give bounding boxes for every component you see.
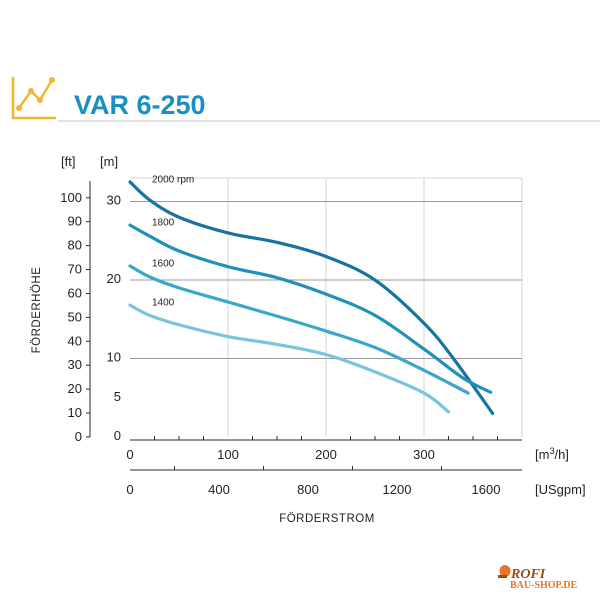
watermark-helmet-brim (498, 575, 507, 578)
y-tick-m-label: 20 (107, 271, 121, 286)
x-axis-title: FÖRDERSTROM (279, 513, 375, 525)
y-tick-m-label: 5 (114, 389, 121, 404)
series-label-2: 1600 (152, 258, 175, 269)
y-tick-ft-label: 30 (68, 357, 82, 372)
watermark-line2: BAU-SHOP.DE (510, 580, 577, 591)
x-tick-m3h-label: 300 (413, 447, 435, 462)
x-tick-usgpm-label: 1600 (472, 482, 501, 497)
y-unit-m: [m] (100, 154, 118, 169)
y-tick-ft-label: 10 (68, 405, 82, 420)
y-axis-title: FÖRDERHÖHE (31, 267, 43, 354)
y-tick-ft-label: 70 (68, 262, 82, 277)
x-tick-m3h-label: 0 (126, 447, 133, 462)
x-unit-m3h-base: [m (535, 447, 549, 462)
y-tick-ft-label: 40 (68, 333, 82, 348)
x-tick-m3h-label: 200 (315, 447, 337, 462)
x-unit-m3h: [m3/h] (535, 446, 569, 462)
y-tick-ft-label: 90 (68, 214, 82, 229)
axes (86, 181, 522, 471)
y-tick-ft-label: 60 (68, 285, 82, 300)
series-label-1: 1800 (152, 218, 175, 229)
x-unit-m3h-tail: /h] (554, 447, 568, 462)
series-line-0 (128, 180, 495, 416)
watermark-logo: ROFI BAU-SHOP.DE (498, 565, 577, 591)
watermark-line1: ROFI (510, 567, 546, 582)
x-tick-usgpm-label: 800 (297, 482, 319, 497)
series-line-2 (128, 264, 470, 395)
y-tick-ft-label: 100 (60, 190, 82, 205)
watermark-helmet-icon (499, 565, 511, 577)
y-tick-m-label: 10 (107, 350, 121, 365)
y-tick-m-label: 30 (107, 193, 121, 208)
y-unit-ft: [ft] (61, 154, 75, 169)
header: VAR 6-250 (11, 77, 600, 122)
x-tick-usgpm-label: 0 (126, 482, 133, 497)
series-label-0: 2000 rpm (152, 174, 194, 185)
y-tick-ft-label: 0 (75, 429, 82, 444)
x-tick-usgpm-label: 1200 (383, 482, 412, 497)
y-tick-m-label: 0 (114, 428, 121, 443)
grid (130, 177, 523, 437)
series-line-1 (128, 223, 493, 394)
x-tick-m3h-label: 100 (217, 447, 239, 462)
series: 2000 rpm 1800 1600 1400 (128, 174, 495, 416)
series-line-3 (128, 303, 451, 414)
chart-title: VAR 6-250 (74, 90, 206, 120)
x-unit-m3h-sup: 3 (549, 446, 554, 456)
x-tick-usgpm-label: 400 (208, 482, 230, 497)
line-chart-icon (11, 77, 56, 120)
y-tick-ft-label: 50 (68, 309, 82, 324)
y-tick-ft-label: 80 (68, 238, 82, 253)
y-tick-ft-label: 20 (68, 381, 82, 396)
x-unit-usgpm: [USgpm] (535, 482, 586, 497)
series-label-3: 1400 (152, 298, 175, 309)
